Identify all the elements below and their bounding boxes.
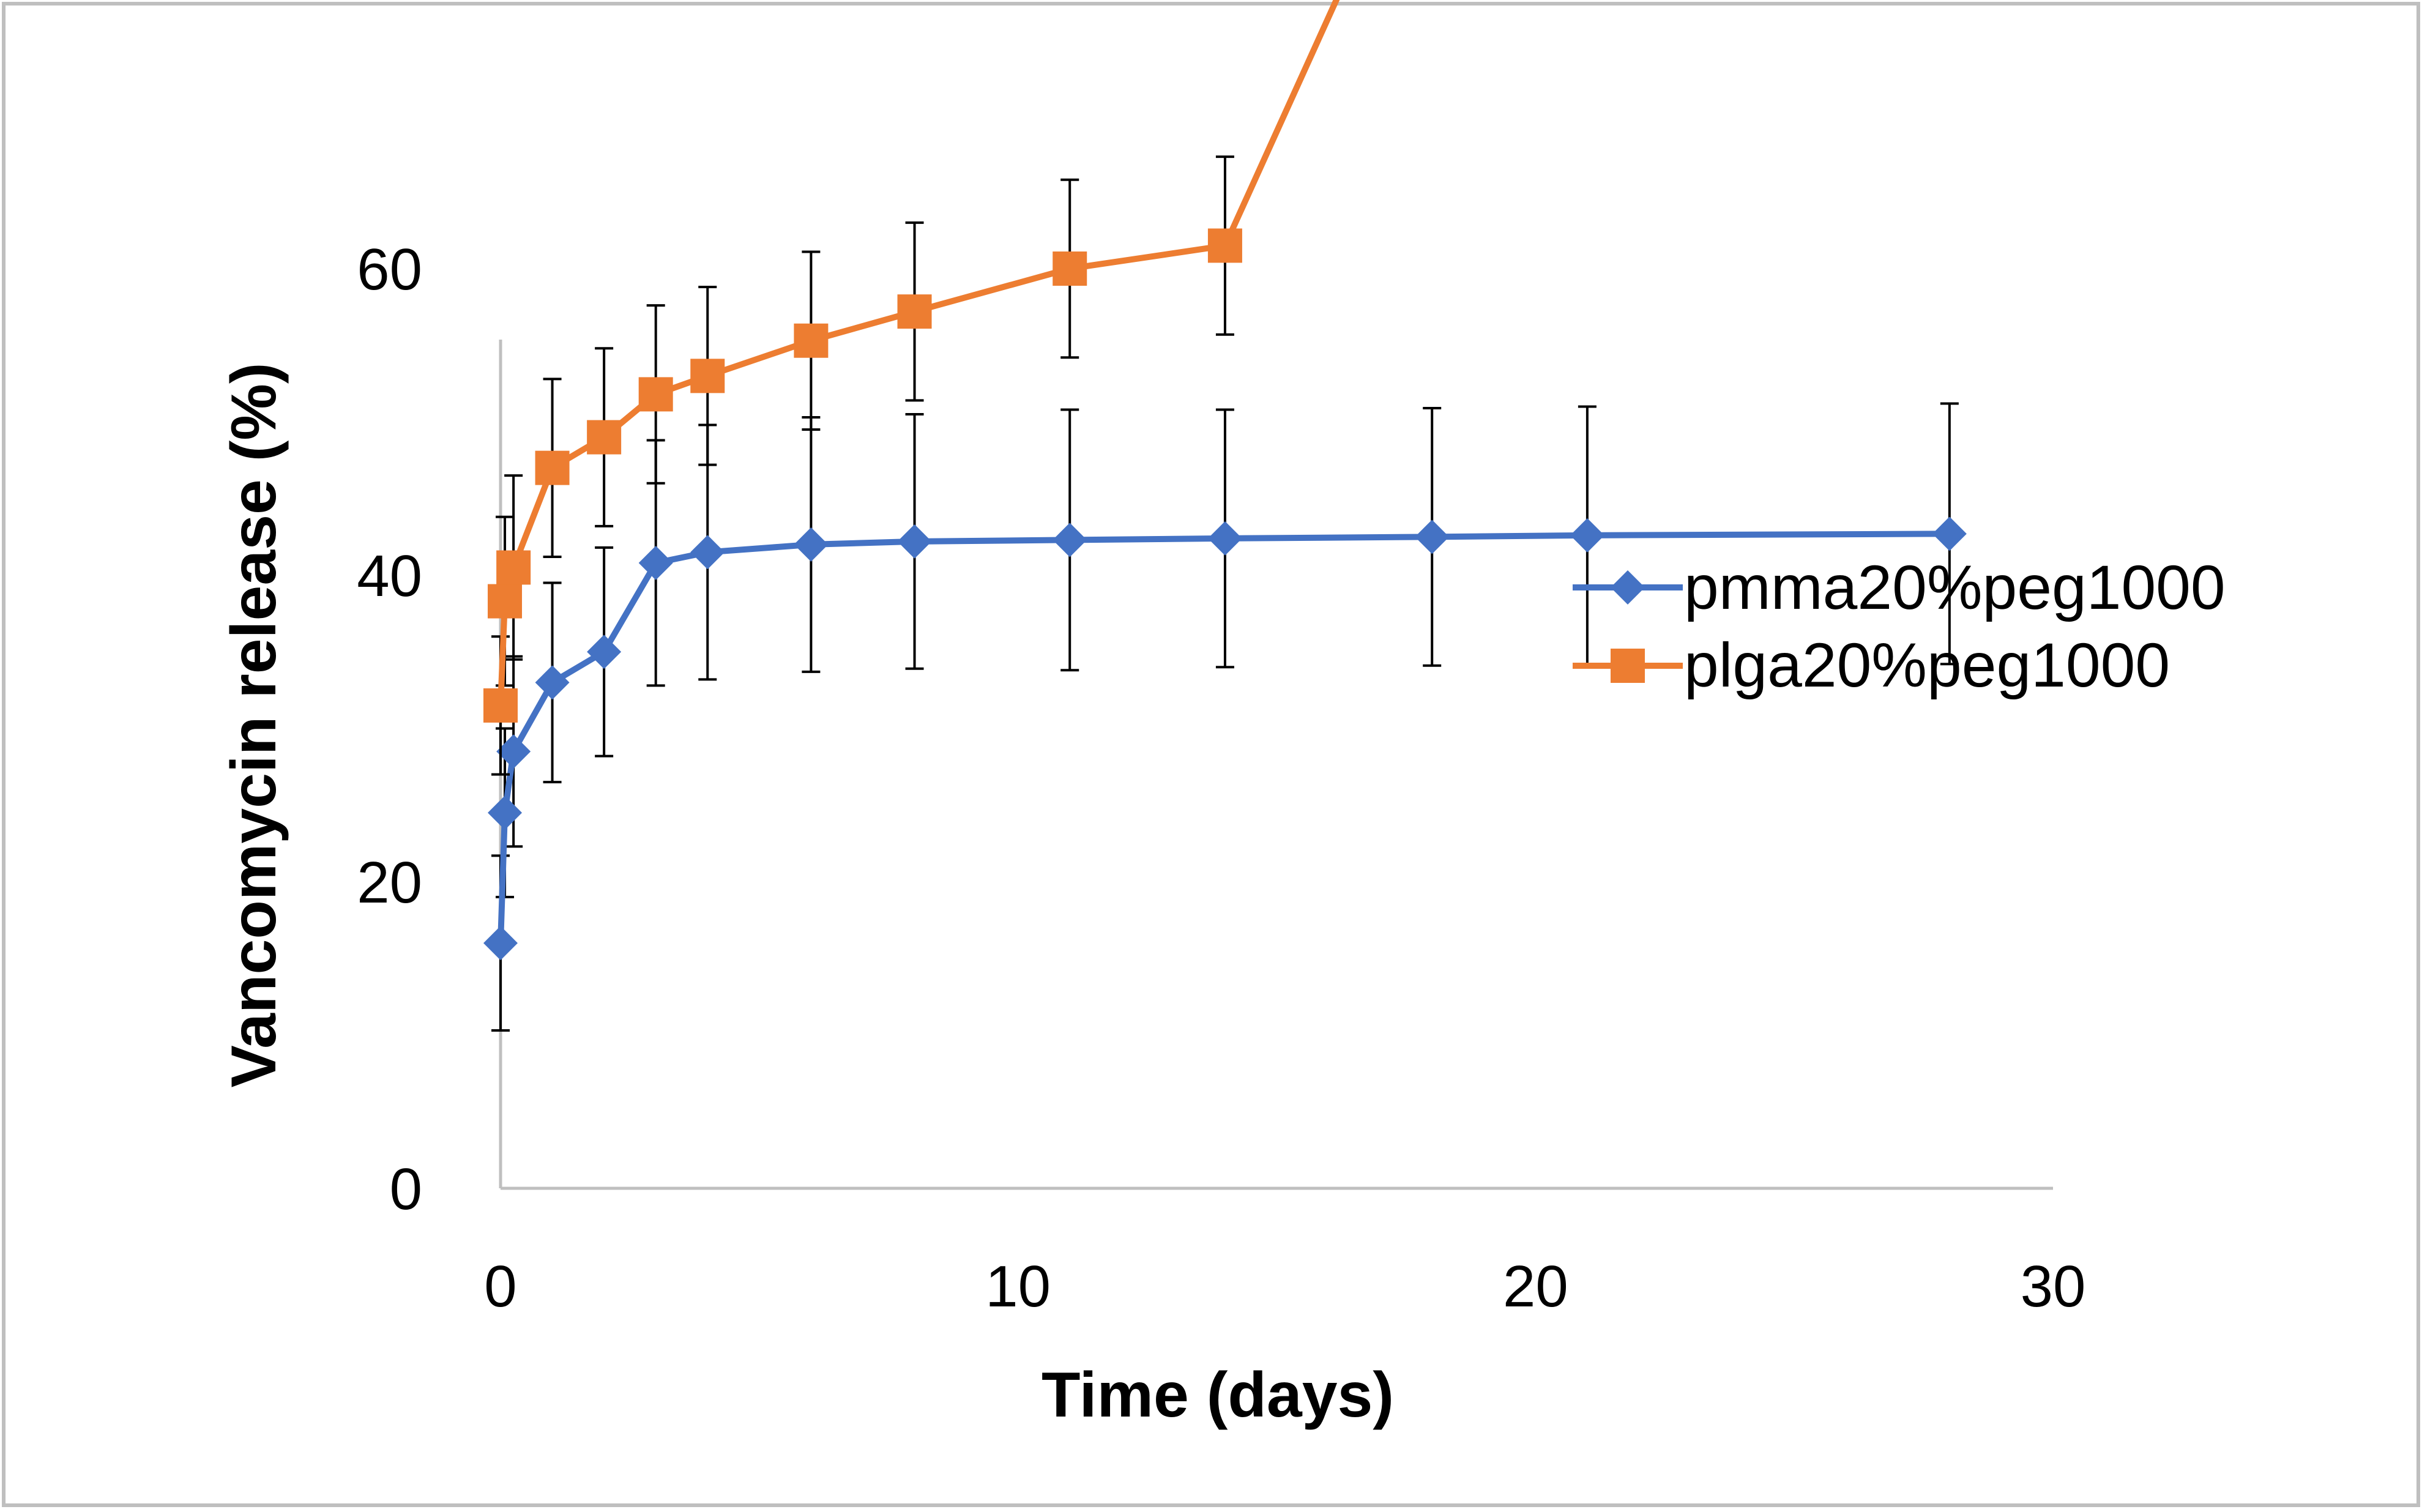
x-tick-label-0: 0 <box>484 1254 516 1319</box>
y-axis-title: Vancomycin release (%) <box>218 362 289 1087</box>
data-point <box>535 665 570 700</box>
data-point <box>483 688 518 723</box>
y-tick-label-60: 60 <box>357 237 422 302</box>
x-tick-label-30: 30 <box>2021 1254 2086 1319</box>
data-point <box>483 926 518 961</box>
data-point <box>690 359 725 393</box>
data-point <box>1932 516 1967 551</box>
legend-entry-plga: plga20%peg1000 <box>1573 630 2170 700</box>
x-tick-labels: 0 10 20 30 <box>484 1254 2085 1319</box>
series-line-0 <box>497 531 1950 944</box>
data-point <box>496 734 531 769</box>
legend-label-plga: plga20%peg1000 <box>1684 630 2170 700</box>
y-tick-label-0: 0 <box>390 1156 422 1222</box>
x-tick-label-20: 20 <box>1503 1254 1568 1319</box>
series-layer <box>483 0 1967 1032</box>
data-point <box>690 535 725 570</box>
data-point <box>1053 251 1087 286</box>
data-point <box>496 550 531 585</box>
legend-marker-plga <box>1611 649 1645 683</box>
data-point <box>488 584 523 619</box>
y-tick-labels: 020406080100 <box>357 237 422 1222</box>
legend: pmma20%peg1000 plga20%peg1000 <box>1573 553 2226 700</box>
data-point <box>897 294 932 329</box>
legend-entry-pmma: pmma20%peg1000 <box>1573 553 2226 622</box>
data-point <box>1570 518 1604 553</box>
y-tick-label-20: 20 <box>357 850 422 915</box>
legend-label-pmma: pmma20%peg1000 <box>1684 553 2226 622</box>
data-point <box>587 420 622 455</box>
data-point <box>1207 521 1242 556</box>
data-point <box>638 377 673 412</box>
data-point <box>488 795 523 830</box>
legend-marker-pmma <box>1611 570 1645 605</box>
data-point <box>1415 520 1450 554</box>
series-1 <box>483 0 1340 776</box>
data-point <box>587 635 622 669</box>
data-point <box>1053 523 1087 557</box>
data-point <box>1207 228 1242 263</box>
data-point <box>535 450 570 485</box>
x-tick-label-10: 10 <box>985 1254 1051 1319</box>
series-0 <box>483 402 1967 1032</box>
data-point <box>794 527 829 562</box>
data-point <box>794 323 829 358</box>
x-axis-title: Time (days) <box>1041 1360 1394 1431</box>
data-point <box>897 524 932 559</box>
y-tick-label-40: 40 <box>357 543 422 609</box>
data-point <box>638 545 673 580</box>
